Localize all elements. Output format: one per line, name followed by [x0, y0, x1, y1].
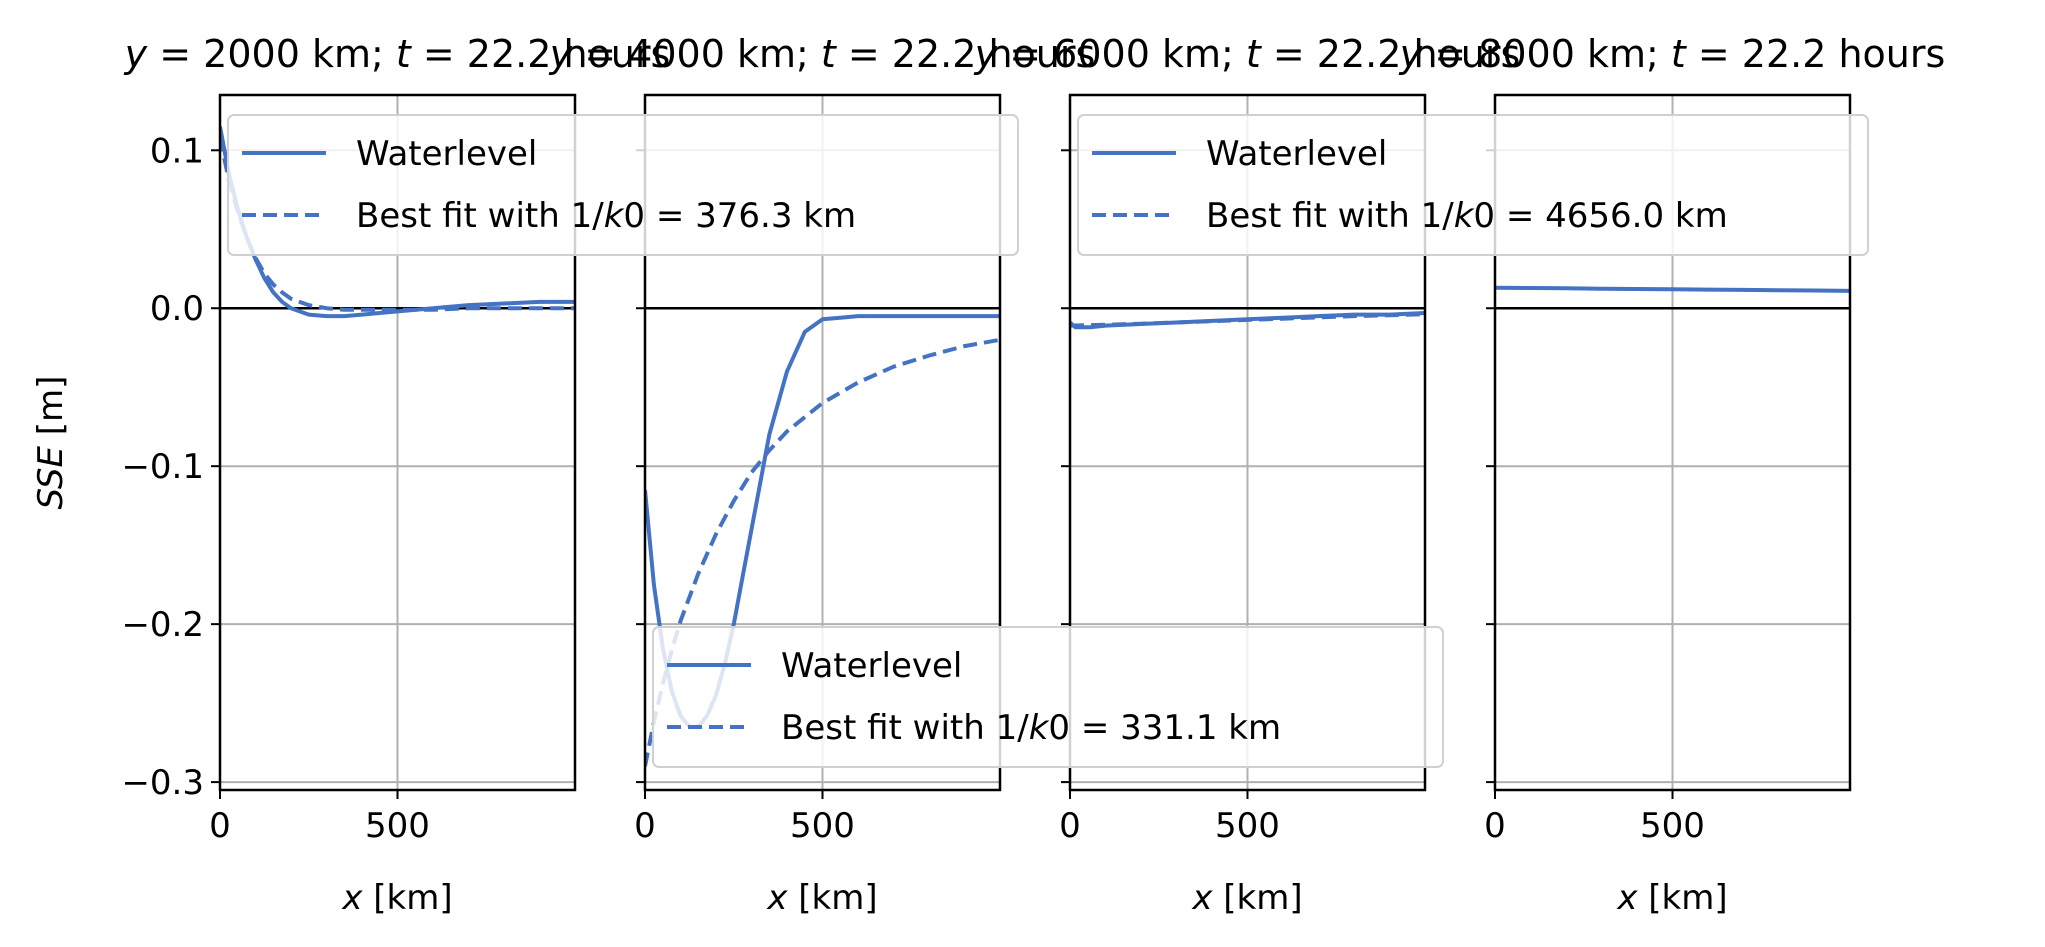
series-line-best-fit — [220, 137, 575, 312]
y-tick-label: −0.1 — [121, 447, 204, 487]
x-tick-label: 500 — [1640, 806, 1705, 846]
legend-box — [1077, 114, 1869, 256]
x-tick-label: 0 — [634, 806, 656, 846]
x-tick-label: 0 — [1059, 806, 1081, 846]
legend: Waterlevel Best fit with 1/k0 = 331.1 km — [652, 626, 1444, 768]
panel-3: 0 500 x [km] y = 6000 km; t = 22.2 hours — [974, 32, 1521, 918]
panel-4: 0 500 x [km] y = 8000 km; t = 22.2 hours — [1399, 32, 1946, 918]
legend-label: Best fit with 1/k0 = 4656.0 km — [1206, 196, 1728, 236]
x-tick-label: 500 — [1215, 806, 1280, 846]
series-line-best-fit — [1070, 312, 1425, 328]
legend: Waterlevel Best fit with 1/k0 = 376.3 km — [227, 114, 1019, 256]
legend-box — [227, 114, 1019, 256]
series-line-waterlevel — [1495, 285, 1850, 293]
x-tick-label: 0 — [1484, 806, 1506, 846]
x-axis-label: x [km] — [1191, 878, 1302, 918]
legend-label: Waterlevel — [1206, 134, 1387, 174]
panel-1: 0 500 −0.3 −0.2 −0.1 0.0 0.1 x [km] y = 2000 km;… — [121, 32, 670, 918]
legend-label: Waterlevel — [781, 646, 962, 686]
x-axis-label: x [km] — [341, 878, 452, 918]
x-tick-label: 500 — [790, 806, 855, 846]
y-tick-label: −0.3 — [121, 763, 204, 803]
panel-title: y = 6000 km; t = 22.2 hours — [974, 32, 1521, 76]
legend-label: Best fit with 1/k0 = 376.3 km — [356, 196, 856, 236]
y-tick-label: 0.0 — [150, 289, 204, 329]
panel-title: y = 8000 km; t = 22.2 hours — [1399, 32, 1946, 76]
panel-title: y = 2000 km; t = 22.2 hours — [124, 32, 671, 76]
x-axis-label: x [km] — [1616, 878, 1727, 918]
panel-title: y = 4000 km; t = 22.2 hours — [549, 32, 1096, 76]
legend-box — [652, 626, 1444, 768]
legend-label: Best fit with 1/k0 = 331.1 km — [781, 708, 1281, 748]
legend-label: Waterlevel — [356, 134, 537, 174]
y-axis-label: SSE [m] — [31, 376, 71, 510]
legend: Waterlevel Best fit with 1/k0 = 4656.0 km — [1077, 114, 1869, 256]
x-axis-label: x [km] — [766, 878, 877, 918]
y-tick-label: −0.2 — [121, 605, 204, 645]
x-tick-label: 0 — [209, 806, 231, 846]
y-tick-label: 0.1 — [150, 131, 204, 171]
x-tick-label: 500 — [365, 806, 430, 846]
